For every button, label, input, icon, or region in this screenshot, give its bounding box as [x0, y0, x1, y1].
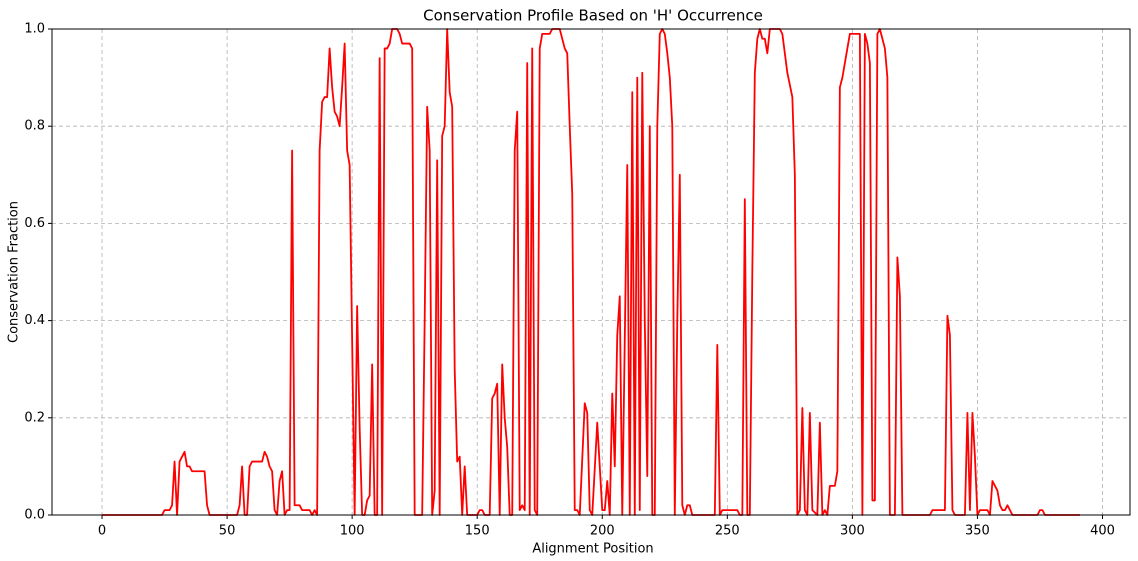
y-axis-label: Conservation Fraction [7, 201, 22, 343]
y-tick-label: 0.0 [24, 508, 45, 523]
x-tick-label: 150 [465, 524, 490, 539]
y-tick-label: 0.6 [24, 216, 45, 231]
x-axis-label: Alignment Position [532, 542, 653, 557]
data-line [102, 28, 1080, 516]
y-tick-label: 1.0 [24, 22, 45, 37]
y-tick-label: 0.4 [24, 313, 45, 328]
x-tick-label: 350 [965, 524, 990, 539]
y-tick-label: 0.8 [24, 119, 45, 134]
x-tick-label: 400 [1090, 524, 1115, 539]
chart-title: Conservation Profile Based on 'H' Occurr… [423, 7, 763, 25]
x-tick-label: 50 [219, 524, 236, 539]
x-tick-label: 250 [715, 524, 740, 539]
x-tick-label: 300 [840, 524, 865, 539]
y-tick-label: 0.2 [24, 410, 45, 425]
plot-frame [51, 28, 1131, 516]
x-tick-label: 100 [340, 524, 365, 539]
x-tick-label: 200 [590, 524, 615, 539]
x-tick-label: 0 [98, 524, 106, 539]
